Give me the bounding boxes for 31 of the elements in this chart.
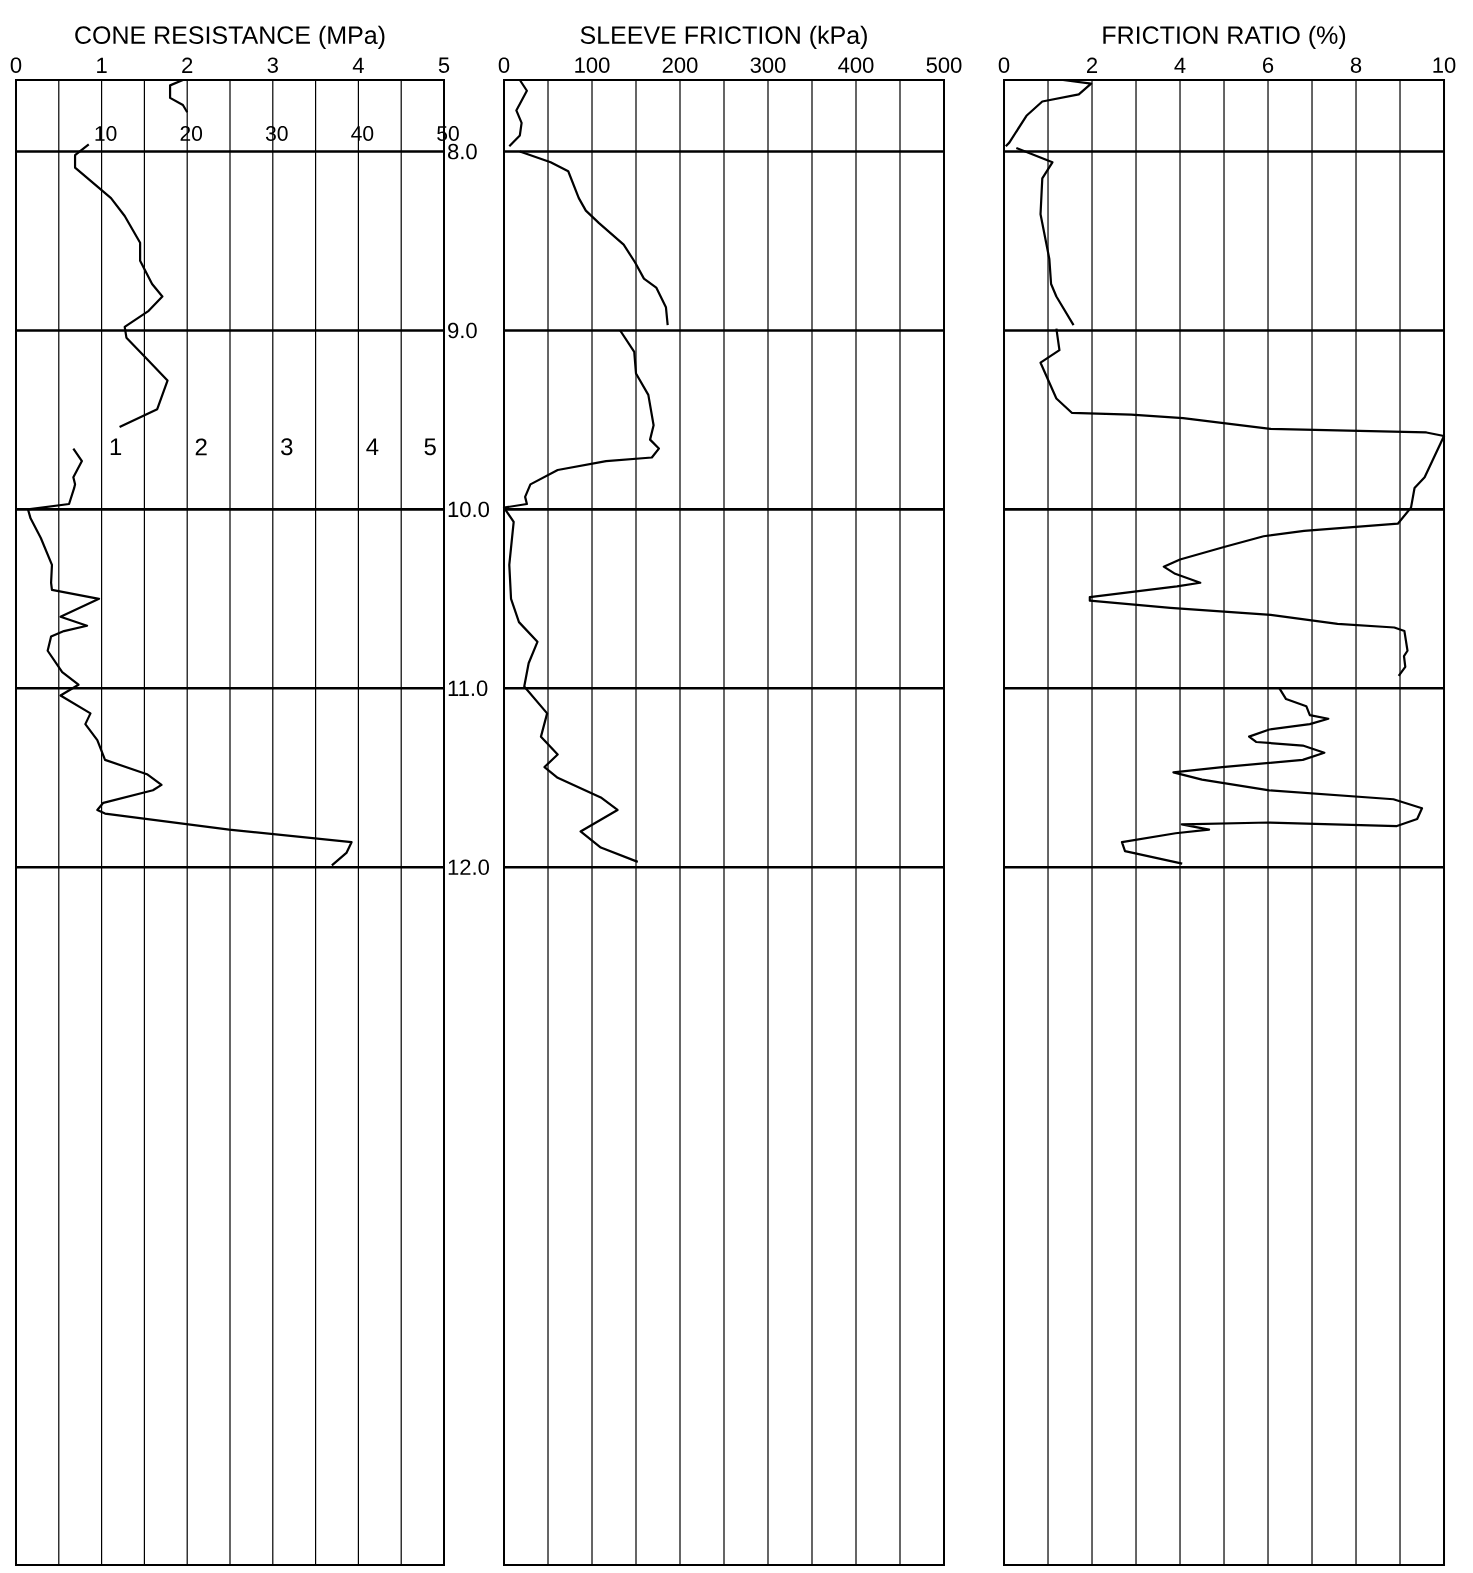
x-tick-label: 2 [182,57,193,73]
x-tick-label: 300 [750,57,786,73]
x-tick-label: 400 [838,57,874,73]
annotation: 4 [366,438,379,456]
x-tick-label: 100 [575,57,610,73]
y-tick-label: 8.0 [448,143,477,160]
x-tick-label: 4 [1174,57,1186,73]
x-tick-label: 3 [267,57,278,73]
chart-title: CONE RESISTANCE (MPa) [75,25,385,49]
x-tick-label: 0 [998,57,1010,73]
x-tick-label: 8 [1350,57,1362,73]
annotation: 5 [424,438,436,456]
y-tick-label: 10.0 [448,501,489,518]
chart-title: FRICTION RATIO (%) [1103,25,1346,49]
y-tick-label: 12.0 [448,859,489,876]
x-tick-label: 500 [926,57,962,73]
annotation: 2 [195,438,207,456]
annotation: 3 [281,438,293,456]
x-tick-label: 4 [352,57,364,73]
x-tick-label: 0 [10,57,22,73]
x-tick-label: 10 [1433,57,1456,73]
x-tick-label: 6 [1263,57,1274,73]
x-tick-label: 0 [498,57,510,73]
chart-title: SLEEVE FRICTION (kPa) [580,25,867,49]
x-tick-label: 1 [97,57,107,73]
x-tick-label: 2 [1086,57,1098,73]
y-tick-label: 9.0 [448,322,477,339]
annotation: 1 [110,438,122,456]
x-tick-label: 200 [662,57,698,73]
y-tick-label: 11.0 [448,680,488,697]
x-tick-label: 5 [438,57,450,73]
